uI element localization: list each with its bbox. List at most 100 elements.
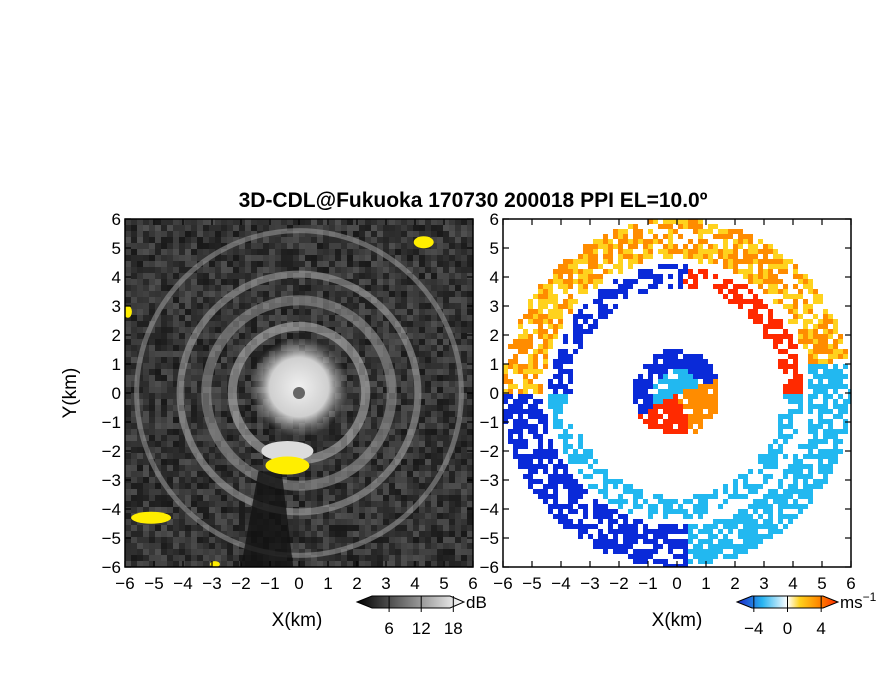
velocity-pixel bbox=[688, 404, 693, 409]
velocity-pixel bbox=[663, 539, 668, 544]
reflectivity-pixel bbox=[185, 447, 191, 453]
reflectivity-pixel bbox=[323, 321, 329, 327]
reflectivity-pixel bbox=[395, 339, 401, 345]
reflectivity-pixel bbox=[407, 477, 413, 483]
velocity-pixel bbox=[533, 389, 538, 394]
velocity-pixel bbox=[803, 489, 808, 494]
velocity-pixel bbox=[583, 459, 588, 464]
reflectivity-pixel bbox=[251, 423, 257, 429]
velocity-pixel bbox=[638, 404, 643, 409]
reflectivity-pixel bbox=[191, 543, 197, 549]
velocity-pixel bbox=[538, 349, 543, 354]
velocity-pixel bbox=[753, 274, 758, 279]
reflectivity-pixel bbox=[203, 531, 209, 537]
reflectivity-pixel bbox=[299, 537, 305, 543]
reflectivity-pixel bbox=[179, 561, 185, 567]
velocity-pixel bbox=[778, 434, 783, 439]
reflectivity-pixel bbox=[461, 543, 467, 549]
velocity-pixel bbox=[758, 514, 763, 519]
velocity-pixel bbox=[558, 374, 563, 379]
reflectivity-pixel bbox=[353, 453, 359, 459]
velocity-pixel bbox=[753, 524, 758, 529]
velocity-pixel bbox=[698, 359, 703, 364]
velocity-pixel bbox=[763, 459, 768, 464]
reflectivity-pixel bbox=[461, 351, 467, 357]
reflectivity-pixel bbox=[317, 333, 323, 339]
reflectivity-pixel bbox=[407, 237, 413, 243]
reflectivity-pixel bbox=[359, 279, 365, 285]
velocity-pixel bbox=[768, 489, 773, 494]
reflectivity-pixel bbox=[215, 237, 221, 243]
reflectivity-pixel bbox=[209, 303, 215, 309]
reflectivity-pixel bbox=[305, 267, 311, 273]
reflectivity-pixel bbox=[467, 507, 473, 513]
reflectivity-pixel bbox=[365, 477, 371, 483]
reflectivity-pixel bbox=[365, 369, 371, 375]
velocity-pixel bbox=[653, 399, 658, 404]
reflectivity-pixel bbox=[161, 219, 167, 225]
velocity-pixel bbox=[783, 514, 788, 519]
reflectivity-pixel bbox=[239, 273, 245, 279]
velocity-pixel bbox=[708, 244, 713, 249]
reflectivity-pixel bbox=[347, 423, 353, 429]
reflectivity-pixel bbox=[443, 537, 449, 543]
velocity-pixel bbox=[583, 289, 588, 294]
reflectivity-pixel bbox=[317, 237, 323, 243]
reflectivity-pixel bbox=[419, 531, 425, 537]
reflectivity-pixel bbox=[353, 375, 359, 381]
velocity-pixel bbox=[698, 219, 703, 224]
reflectivity-pixel bbox=[449, 225, 455, 231]
reflectivity-pixel bbox=[197, 495, 203, 501]
reflectivity-pixel bbox=[395, 525, 401, 531]
reflectivity-pixel bbox=[197, 489, 203, 495]
reflectivity-pixel bbox=[125, 345, 131, 351]
reflectivity-pixel bbox=[311, 543, 317, 549]
reflectivity-pixel bbox=[365, 309, 371, 315]
reflectivity-pixel bbox=[317, 537, 323, 543]
velocity-pixel bbox=[553, 419, 558, 424]
reflectivity-pixel bbox=[203, 351, 209, 357]
reflectivity-pixel bbox=[125, 447, 131, 453]
reflectivity-pixel bbox=[197, 555, 203, 561]
velocity-pixel bbox=[713, 544, 718, 549]
reflectivity-pixel bbox=[155, 291, 161, 297]
reflectivity-pixel bbox=[401, 363, 407, 369]
reflectivity-pixel bbox=[437, 297, 443, 303]
reflectivity-pixel bbox=[461, 441, 467, 447]
reflectivity-pixel bbox=[335, 459, 341, 465]
reflectivity-pixel bbox=[179, 327, 185, 333]
velocity-pixel bbox=[548, 504, 553, 509]
reflectivity-pixel bbox=[161, 225, 167, 231]
reflectivity-pixel bbox=[197, 525, 203, 531]
velocity-pixel bbox=[678, 249, 683, 254]
reflectivity-pixel bbox=[215, 273, 221, 279]
velocity-pixel bbox=[538, 399, 543, 404]
x-tick-label: 5 bbox=[439, 574, 448, 593]
reflectivity-pixel bbox=[341, 555, 347, 561]
velocity-pixel bbox=[728, 524, 733, 529]
velocity-pixel bbox=[593, 239, 598, 244]
reflectivity-pixel bbox=[125, 483, 131, 489]
reflectivity-pixel bbox=[455, 543, 461, 549]
reflectivity-pixel bbox=[311, 231, 317, 237]
reflectivity-pixel bbox=[371, 435, 377, 441]
reflectivity-pixel bbox=[431, 369, 437, 375]
reflectivity-pixel bbox=[293, 525, 299, 531]
velocity-pixel bbox=[603, 539, 608, 544]
reflectivity-pixel bbox=[167, 405, 173, 411]
reflectivity-pixel bbox=[203, 477, 209, 483]
reflectivity-pixel bbox=[413, 303, 419, 309]
reflectivity-pixel bbox=[275, 237, 281, 243]
reflectivity-pixel bbox=[413, 225, 419, 231]
reflectivity-pixel bbox=[401, 255, 407, 261]
reflectivity-pixel bbox=[347, 417, 353, 423]
velocity-pixel bbox=[518, 394, 523, 399]
reflectivity-pixel bbox=[269, 315, 275, 321]
velocity-pixel bbox=[723, 524, 728, 529]
velocity-pixel bbox=[533, 319, 538, 324]
velocity-pixel bbox=[748, 314, 753, 319]
reflectivity-pixel bbox=[143, 405, 149, 411]
reflectivity-pixel bbox=[239, 471, 245, 477]
reflectivity-pixel bbox=[437, 339, 443, 345]
reflectivity-pixel bbox=[293, 513, 299, 519]
